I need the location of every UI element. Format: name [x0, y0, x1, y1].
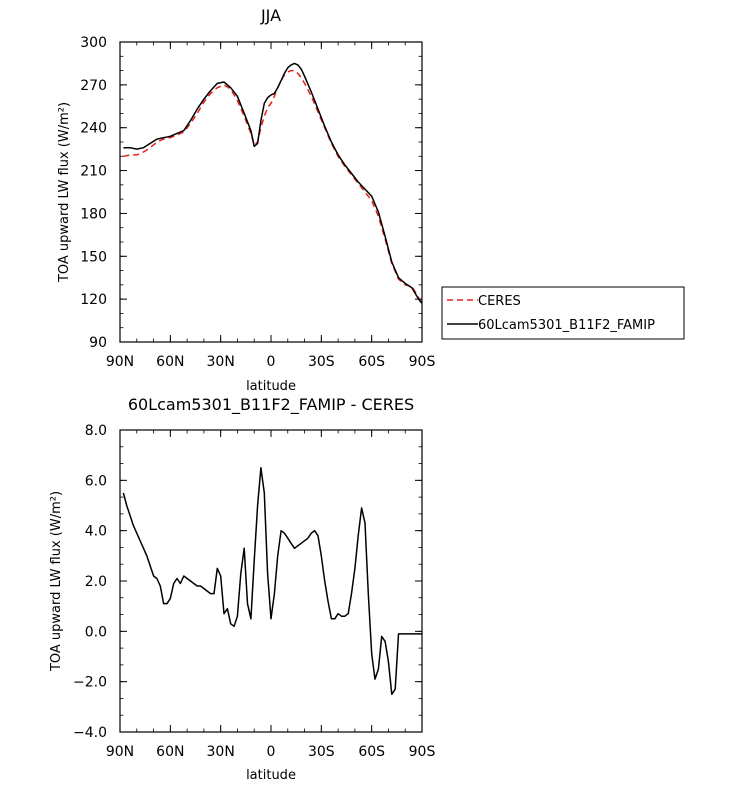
bottom-plot-frame [119, 429, 423, 733]
top-x-tick-label: 60N [156, 354, 184, 370]
legend-label-model: 60Lcam5301_B11F2_FAMIP [478, 318, 655, 333]
top-series-line-0 [123, 69, 423, 304]
top-x-axis-label: latitude [246, 379, 296, 394]
bottom-x-tick-label: 90N [106, 744, 134, 760]
top-y-tick-label: 240 [80, 121, 107, 137]
top-y-tick-label: 120 [80, 292, 107, 308]
bottom-x-tick-label: 30N [207, 744, 235, 760]
flux-panel: JJA 90N 60N 30N 0 30S 60S 90S 90 120 150 180 210 240… [57, 6, 435, 394]
top-ticks-layer: 90N 60N 30N 0 30S 60S 90S 90 120 150 180 210 240 270 3… [80, 35, 435, 370]
legend: CERES 60Lcam5301_B11F2_FAMIP [441, 286, 685, 340]
bottom-y-tick-label: 0.0 [85, 624, 107, 640]
legend-label-ceres: CERES [478, 294, 521, 309]
top-series-line-1 [123, 62, 423, 304]
top-x-tick-label: 90N [106, 354, 134, 370]
bottom-x-tick-label: 90S [409, 744, 436, 760]
bottom-x-tick-label: 30S [308, 744, 335, 760]
bottom-y-tick-label: −4.0 [73, 725, 107, 741]
top-y-tick-label: 90 [89, 335, 107, 351]
bottom-x-tick-label: 60N [156, 744, 184, 760]
top-series-layer [123, 62, 423, 304]
top-x-tick-label: 30N [207, 354, 235, 370]
top-y-axis-label: TOA upward LW flux (W/m²) [57, 102, 72, 283]
bottom-y-tick-label: 8.0 [85, 423, 107, 439]
bottom-x-tick-label: 0 [267, 744, 276, 760]
bottom-y-tick-label: 4.0 [85, 524, 107, 540]
bottom-y-tick-label: −2.0 [73, 675, 107, 691]
bottom-y-tick-label: 2.0 [85, 574, 107, 590]
top-y-tick-label: 180 [80, 206, 107, 222]
legend-box [441, 286, 685, 340]
bottom-series-line-0 [122, 467, 422, 696]
bottom-chart-title: 60Lcam5301_B11F2_FAMIP - CERES [128, 395, 414, 415]
bottom-x-tick-label: 60S [358, 744, 385, 760]
top-x-tick-label: 0 [267, 354, 276, 370]
top-plot-frame [119, 41, 423, 343]
top-x-tick-label: 90S [409, 354, 436, 370]
bottom-y-axis-label: TOA upward LW flux (W/m²) [49, 491, 64, 672]
top-y-tick-label: 270 [80, 78, 107, 94]
difference-panel: 60Lcam5301_B11F2_FAMIP - CERES 90N 60N 30N… [49, 395, 435, 783]
top-chart-title: JJA [260, 6, 281, 25]
top-x-tick-label: 30S [308, 354, 335, 370]
bottom-ticks-layer: 90N 60N 30N 0 30S 60S 90S −4.0 −2.0 0.0 2.0 4.0 6.0 8… [73, 423, 435, 760]
top-y-tick-label: 210 [80, 164, 107, 180]
top-x-tick-label: 60S [358, 354, 385, 370]
bottom-series-layer [122, 467, 422, 696]
bottom-x-axis-label: latitude [246, 768, 296, 783]
top-y-tick-label: 300 [80, 35, 107, 51]
bottom-y-tick-label: 6.0 [85, 473, 107, 489]
top-y-tick-label: 150 [80, 249, 107, 265]
